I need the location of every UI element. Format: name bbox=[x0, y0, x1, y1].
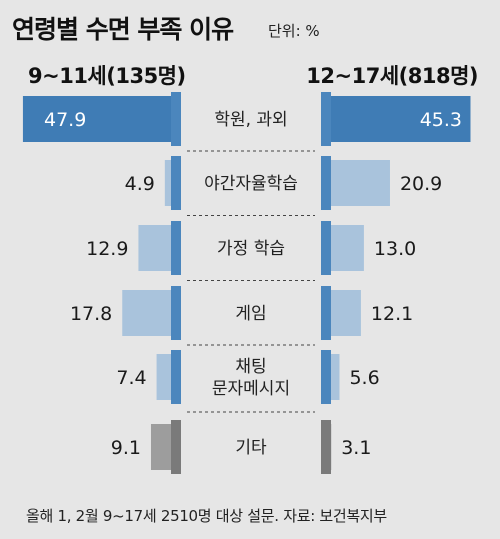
spine-right-1 bbox=[321, 156, 331, 210]
value-label-left-2: 12.9 bbox=[86, 238, 128, 260]
category-label-5: 기타 bbox=[235, 438, 267, 458]
chart-title: 연령별 수면 부족 이유 bbox=[12, 15, 234, 44]
value-label-right-3: 12.1 bbox=[371, 303, 413, 325]
category-label-3: 게임 bbox=[235, 304, 266, 324]
bar-right-0 bbox=[321, 96, 471, 142]
spine-right-3 bbox=[321, 286, 331, 340]
footer-note: 올해 1, 2월 9~17세 2510명 대상 설문. bbox=[26, 507, 279, 525]
value-label-right-0: 45.3 bbox=[420, 109, 462, 131]
spine-left-2 bbox=[171, 221, 181, 275]
chart-footer: 올해 1, 2월 9~17세 2510명 대상 설문. 자료: 보건복지부 bbox=[26, 505, 387, 526]
category-label-0: 학원, 과외 bbox=[214, 110, 287, 130]
value-label-left-0: 47.9 bbox=[44, 109, 86, 131]
category-label-2: 가정 학습 bbox=[217, 239, 285, 259]
value-label-right-1: 20.9 bbox=[400, 173, 442, 195]
spine-right-0 bbox=[321, 92, 331, 146]
bar-right-1 bbox=[321, 160, 390, 206]
value-label-left-4: 7.4 bbox=[116, 367, 146, 389]
value-label-right-5: 3.1 bbox=[341, 437, 371, 459]
spine-left-3 bbox=[171, 286, 181, 340]
legend-right-group: 12~17세(818명) bbox=[306, 64, 478, 88]
spine-left-1 bbox=[171, 156, 181, 210]
spine-left-0 bbox=[171, 92, 181, 146]
unit-label: 단위: % bbox=[268, 22, 320, 40]
value-label-right-4: 5.6 bbox=[349, 367, 379, 389]
spine-right-4 bbox=[321, 350, 331, 404]
legend-left-group: 9~11세(135명) bbox=[28, 64, 186, 88]
value-label-right-2: 13.0 bbox=[374, 238, 416, 260]
spine-right-2 bbox=[321, 221, 331, 275]
category-label-4: 채팅 bbox=[235, 357, 266, 377]
value-label-left-5: 9.1 bbox=[111, 437, 141, 459]
value-label-left-3: 17.8 bbox=[70, 303, 112, 325]
bar-left-0 bbox=[22, 96, 182, 142]
spine-right-5 bbox=[321, 420, 331, 474]
value-label-left-1: 4.9 bbox=[125, 173, 155, 195]
footer-source: 자료: 보건복지부 bbox=[283, 507, 387, 525]
category-label-1: 야간자율학습 bbox=[204, 174, 298, 194]
spine-left-4 bbox=[171, 350, 181, 404]
category-label-4: 문자메시지 bbox=[212, 379, 290, 399]
spine-left-5 bbox=[171, 420, 181, 474]
